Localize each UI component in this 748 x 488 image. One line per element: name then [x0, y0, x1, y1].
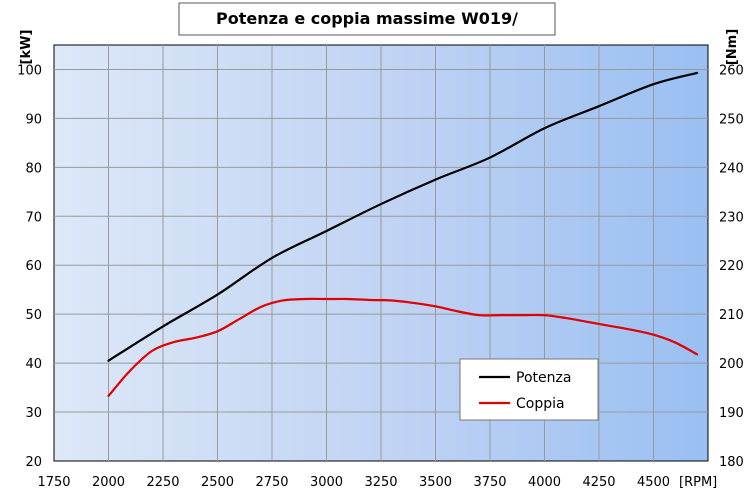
y-left-tick-label: 20 — [25, 455, 42, 470]
x-tick-label: 4500 — [637, 475, 670, 488]
x-tick-label: 2000 — [92, 475, 125, 488]
series-line-coppia — [107, 297, 699, 398]
y-right-tick-label: 230 — [719, 210, 744, 225]
x-tick-label: 4000 — [528, 475, 561, 488]
legend: Potenza Coppia — [459, 358, 599, 421]
x-tick-label: 3750 — [473, 475, 506, 488]
y-left-tick-label: 80 — [25, 161, 42, 176]
x-tick-label: 2500 — [201, 475, 234, 488]
y-right-tick-label: 210 — [719, 308, 744, 323]
legend-label-potenza: Potenza — [516, 370, 571, 386]
y-right-tick-label: 220 — [719, 259, 744, 274]
y-left-unit-label: [kW] — [19, 30, 34, 65]
y-right-tick-label: 190 — [719, 406, 744, 421]
tick-labels: 1750 2000 2250 2500 2750 3000 3250 3500 3750 4000… — [17, 63, 744, 488]
y-left-tick-label: 50 — [25, 308, 42, 323]
y-left-tick-label: 90 — [25, 112, 42, 127]
y-left-tick-label: 30 — [25, 406, 42, 421]
series — [107, 71, 699, 398]
y-left-tick-label: 100 — [17, 63, 42, 78]
x-unit-label: [RPM] — [679, 475, 717, 488]
y-right-tick-label: 200 — [719, 357, 744, 372]
y-right-unit-label: [Nm] — [725, 29, 740, 65]
legend-label-coppia: Coppia — [516, 396, 565, 412]
x-tick-label: 2750 — [255, 475, 288, 488]
y-left-tick-label: 40 — [25, 357, 42, 372]
x-tick-label: 4250 — [582, 475, 615, 488]
y-left-tick-label: 70 — [25, 210, 42, 225]
x-tick-label: 3500 — [419, 475, 452, 488]
chart-title: Potenza e coppia massime W019/ — [178, 2, 556, 36]
y-right-tick-label: 240 — [719, 161, 744, 176]
y-right-tick-label: 250 — [719, 112, 744, 127]
series-line-potenza — [107, 71, 699, 362]
x-tick-label: 1750 — [37, 475, 70, 488]
y-left-tick-label: 60 — [25, 259, 42, 274]
x-tick-label: 3000 — [310, 475, 343, 488]
y-right-tick-label: 260 — [719, 63, 744, 78]
x-tick-label: 2250 — [146, 475, 179, 488]
x-tick-label: 3250 — [364, 475, 397, 488]
y-right-tick-label: 180 — [719, 455, 744, 470]
chart-title-text: Potenza e coppia massime W019/ — [216, 9, 518, 28]
